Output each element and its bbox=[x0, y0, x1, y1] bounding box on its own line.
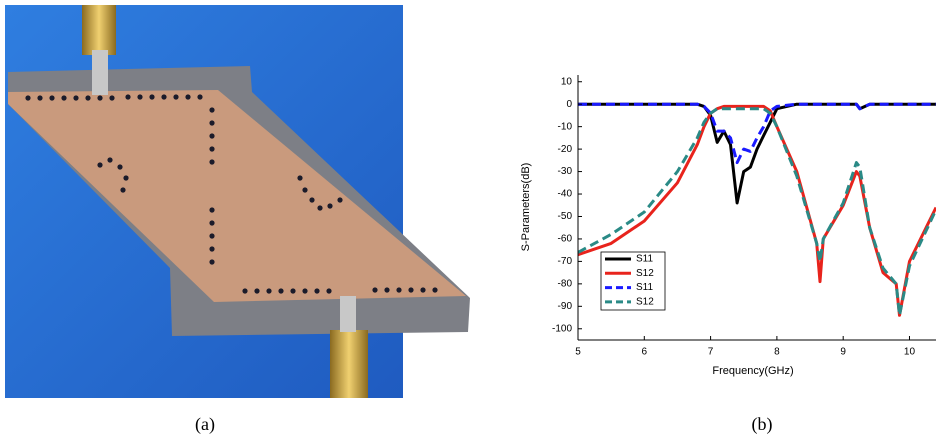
y-tick-label: 0 bbox=[566, 99, 572, 110]
via bbox=[326, 288, 332, 294]
via bbox=[117, 164, 123, 170]
y-tick-label: -30 bbox=[558, 166, 573, 177]
via bbox=[432, 287, 438, 293]
series-line bbox=[578, 102, 936, 165]
y-tick-label: -50 bbox=[558, 211, 573, 222]
via bbox=[173, 94, 179, 100]
x-tick-label: 6 bbox=[642, 347, 648, 358]
legend-label: S12 bbox=[636, 297, 654, 308]
via bbox=[209, 120, 215, 126]
y-tick-label: -70 bbox=[558, 256, 573, 267]
y-tick-label: -40 bbox=[558, 189, 573, 200]
via bbox=[302, 288, 308, 294]
via bbox=[97, 95, 103, 101]
series-line bbox=[578, 102, 936, 205]
caption: (b) bbox=[752, 414, 773, 435]
via bbox=[125, 94, 131, 100]
via bbox=[25, 95, 31, 101]
via bbox=[242, 288, 248, 294]
photo bbox=[5, 5, 470, 398]
via bbox=[209, 159, 215, 165]
x-tick-label: 10 bbox=[904, 347, 916, 358]
x-tick-label: 8 bbox=[774, 347, 780, 358]
legend-label: S11 bbox=[636, 254, 653, 265]
legend-label: S11 bbox=[636, 282, 653, 293]
via bbox=[149, 94, 155, 100]
via bbox=[384, 287, 390, 293]
via bbox=[314, 288, 320, 294]
via bbox=[209, 220, 215, 226]
connector-bottom bbox=[330, 330, 368, 398]
x-tick-label: 5 bbox=[575, 347, 581, 358]
via bbox=[49, 95, 55, 101]
via bbox=[209, 133, 215, 139]
pin-bottom bbox=[340, 296, 356, 332]
y-tick-label: -80 bbox=[558, 278, 573, 289]
via bbox=[278, 288, 284, 294]
copper bbox=[8, 90, 466, 302]
x-tick-label: 9 bbox=[840, 347, 846, 358]
vias bbox=[25, 94, 438, 294]
via bbox=[123, 175, 129, 181]
y-tick-label: 10 bbox=[561, 76, 573, 87]
via bbox=[197, 94, 203, 100]
via bbox=[209, 233, 215, 239]
connector-top bbox=[82, 5, 116, 55]
x-tick-label: 7 bbox=[708, 347, 714, 358]
series-line bbox=[578, 104, 936, 317]
via bbox=[297, 175, 303, 181]
via bbox=[372, 287, 378, 293]
via bbox=[420, 287, 426, 293]
via bbox=[73, 95, 79, 101]
via bbox=[209, 207, 215, 213]
via bbox=[120, 187, 126, 193]
via bbox=[302, 187, 308, 193]
y-tick-label: -100 bbox=[552, 323, 572, 334]
via bbox=[209, 259, 215, 265]
series-line bbox=[578, 107, 936, 317]
legend bbox=[600, 251, 666, 311]
via bbox=[408, 287, 414, 293]
via bbox=[337, 197, 343, 203]
plot-area bbox=[578, 102, 936, 317]
via bbox=[254, 288, 260, 294]
legend-label: S12 bbox=[636, 268, 654, 279]
via bbox=[185, 94, 191, 100]
y-tick-label: -10 bbox=[558, 121, 573, 132]
via bbox=[85, 95, 91, 101]
via bbox=[37, 95, 43, 101]
caption: (a) bbox=[195, 414, 215, 435]
via bbox=[317, 205, 323, 211]
y-axis-label: S-Parameters(dB) bbox=[520, 163, 532, 252]
via bbox=[327, 203, 333, 209]
pin-top bbox=[92, 50, 108, 95]
via bbox=[266, 288, 272, 294]
via bbox=[109, 95, 115, 101]
via bbox=[97, 162, 103, 168]
via bbox=[61, 95, 67, 101]
via bbox=[209, 146, 215, 152]
via bbox=[209, 107, 215, 113]
via bbox=[107, 157, 113, 163]
via bbox=[309, 197, 315, 203]
via bbox=[396, 287, 402, 293]
via bbox=[290, 288, 296, 294]
via bbox=[161, 94, 167, 100]
y-tick-label: -90 bbox=[558, 301, 573, 312]
x-axis-label: Frequency(GHz) bbox=[712, 365, 793, 377]
y-tick-label: -20 bbox=[558, 144, 573, 155]
y-tick-label: -60 bbox=[558, 234, 573, 245]
via bbox=[137, 94, 143, 100]
via bbox=[209, 246, 215, 252]
